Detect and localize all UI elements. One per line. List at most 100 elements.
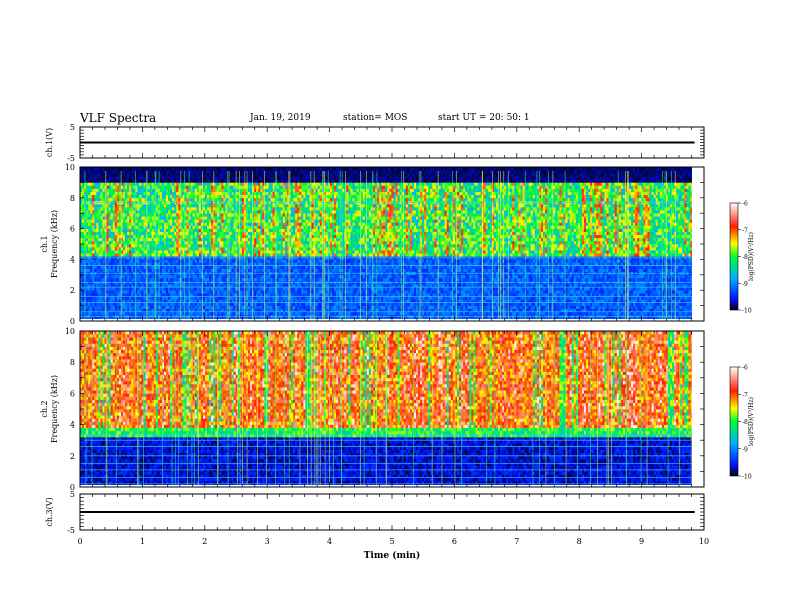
spectrogram-cell	[229, 265, 232, 269]
spectrogram-cell	[260, 225, 263, 229]
spectrogram-cell	[131, 237, 134, 242]
spectrogram-cell	[129, 231, 132, 236]
spectrogram-cell	[217, 247, 220, 251]
spectrogram-cell	[170, 216, 173, 220]
spectrogram-cell	[127, 185, 130, 189]
spectrogram-cell	[217, 262, 220, 266]
spectrogram-cell	[196, 247, 200, 251]
spectrogram-cell	[260, 191, 263, 196]
spectrogram-cell	[92, 222, 95, 226]
spectrogram-cell	[159, 179, 163, 183]
spectrogram-cell	[166, 176, 169, 180]
spectrogram-cell	[188, 210, 191, 214]
spectrogram-cell	[223, 167, 226, 171]
spectrogram-cell	[225, 250, 228, 254]
spectrogram-cell	[204, 170, 208, 174]
spectrogram-cell	[159, 222, 163, 226]
spectrogram-cell	[151, 176, 155, 180]
spectrogram-cell	[92, 296, 95, 300]
spectrogram-cell	[172, 188, 175, 192]
spectrogram-cell	[161, 216, 165, 220]
spectrogram-cell	[188, 185, 191, 189]
spectrogram-cell	[139, 308, 142, 313]
spectrogram-cell	[250, 176, 253, 180]
spectrogram-cell	[129, 197, 132, 202]
spectrogram-cell	[170, 247, 173, 251]
spectrogram-cell	[270, 210, 273, 214]
spectrogram-cell	[252, 240, 255, 245]
spectrogram-cell	[139, 170, 142, 174]
spectrogram-cell	[192, 296, 196, 300]
spectrogram-cell	[256, 222, 259, 226]
spectrogram-cell	[151, 253, 155, 257]
spectrogram-cell	[143, 317, 146, 319]
spectrogram-cell	[254, 305, 257, 309]
spectrogram-cell	[239, 277, 243, 282]
spectrogram-cell	[262, 176, 265, 180]
spectrogram-cell	[211, 234, 214, 239]
spectrogram-cell	[248, 277, 251, 282]
spectrogram-cell	[137, 188, 140, 192]
spectrogram-cell	[178, 185, 181, 189]
spectrogram-cell	[211, 231, 214, 236]
spectrogram-cell	[209, 197, 212, 202]
spectrogram-cell	[194, 317, 198, 319]
spectrogram-cell	[161, 311, 165, 316]
spectrogram-cell	[123, 305, 126, 309]
spectrogram-cell	[82, 225, 85, 229]
spectrogram-cell	[250, 185, 253, 189]
spectrogram-cell	[110, 170, 114, 174]
spectrogram-cell	[213, 191, 216, 196]
spectrogram-cell	[178, 219, 181, 223]
spectrogram-cell	[116, 293, 120, 297]
spectrogram-cell	[92, 210, 95, 214]
spectrogram-cell	[188, 179, 191, 183]
spectrogram-cell	[219, 274, 222, 279]
spectrogram-cell	[143, 207, 146, 211]
spectrogram-cell	[211, 244, 214, 248]
spectrogram-cell	[172, 311, 175, 316]
spectrogram-cell	[149, 299, 153, 303]
spectrogram-cell	[166, 287, 169, 291]
spectrogram-cell	[194, 185, 198, 189]
spectrogram-cell	[219, 305, 222, 309]
spectrogram-cell	[209, 284, 212, 288]
spectrogram-cell	[118, 274, 122, 279]
spectrogram-cell	[237, 259, 241, 263]
spectrogram-cell	[213, 287, 216, 291]
spectrogram-cell	[237, 296, 241, 300]
spectrogram-cell	[120, 290, 124, 294]
spectrogram-cell	[102, 231, 105, 236]
spectrogram-cell	[241, 203, 245, 208]
spectrogram-cell	[219, 308, 222, 313]
spectrogram-cell	[182, 231, 185, 236]
spectrogram-cell	[276, 244, 280, 248]
spectrogram-cell	[170, 222, 173, 226]
spectrogram-cell	[120, 305, 124, 309]
spectrogram-cell	[231, 287, 234, 291]
spectrogram-cell	[120, 287, 124, 291]
spectrogram-cell	[172, 274, 175, 279]
spectrogram-cell	[248, 244, 251, 248]
spectrogram-cell	[168, 287, 171, 291]
spectrogram-cell	[137, 225, 140, 229]
spectrogram-cell	[190, 293, 193, 297]
spectrogram-cell	[241, 317, 245, 319]
spectrogram-cell	[172, 216, 175, 220]
spectrogram-cell	[213, 250, 216, 254]
spectrogram-cell	[202, 265, 206, 269]
spectrogram-cell	[198, 274, 202, 279]
spectrogram-cell	[198, 253, 202, 257]
spectrogram-cell	[92, 216, 95, 220]
spectrogram-cell	[231, 317, 234, 319]
spectrogram-cell	[209, 265, 212, 269]
spectrogram-cell	[196, 191, 200, 196]
spectrogram-cell	[112, 167, 116, 171]
spectrogram-cell	[168, 268, 171, 273]
spectrogram-cell	[182, 207, 185, 211]
spectrogram-cell	[92, 293, 95, 297]
spectrogram-cell	[192, 173, 196, 177]
spectrogram-cell	[131, 311, 134, 316]
spectrogram-cell	[125, 274, 128, 279]
spectrogram-cell	[135, 274, 138, 279]
